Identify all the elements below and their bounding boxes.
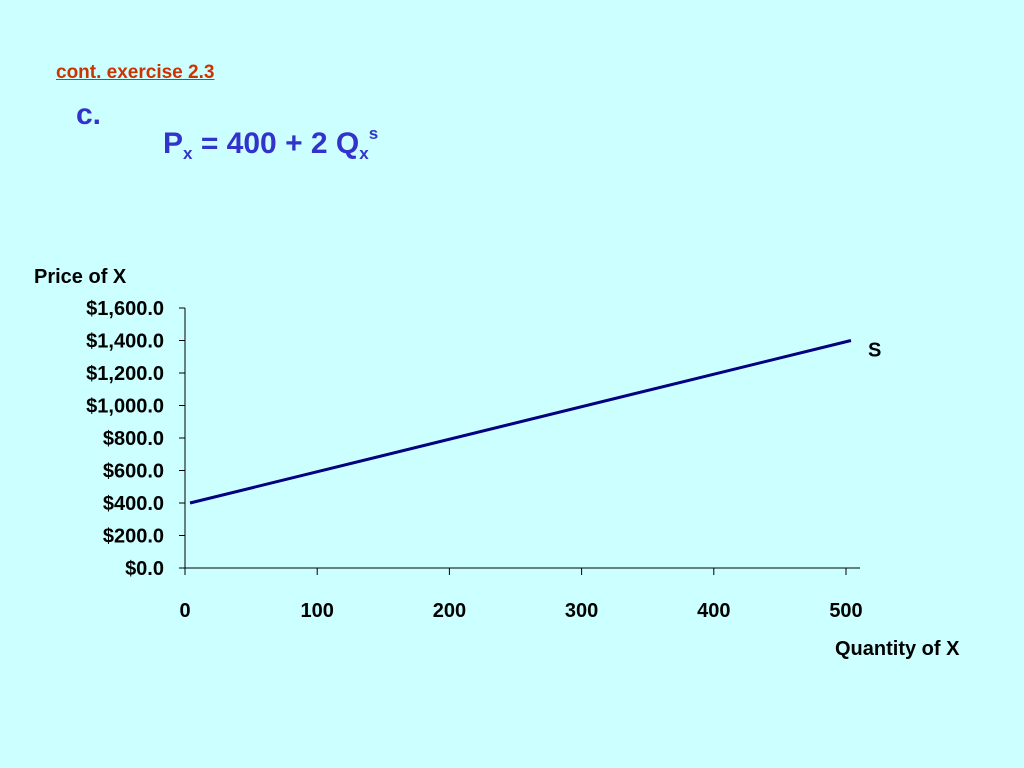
slide-subtitle: cont. exercise 2.3 xyxy=(56,62,215,83)
equation-lhs-subscript: x xyxy=(183,144,193,163)
supply-line-label: S xyxy=(868,340,881,362)
x-tick-label: 200 xyxy=(433,600,466,622)
supply-equation: Px = 400 + 2 Qxs xyxy=(163,124,378,164)
equation-lhs: P xyxy=(163,127,184,160)
x-tick-label: 400 xyxy=(697,600,730,622)
y-tick-label: $600.0 xyxy=(103,461,164,483)
y-tick-label: $1,600.0 xyxy=(86,298,164,320)
x-tick-label: 300 xyxy=(565,600,598,622)
y-ticks: $0.0 $200.0 $400.0 $600.0 $800.0 $1,000.0 $1,2… xyxy=(86,298,185,580)
x-tick-label: 0 xyxy=(179,600,190,622)
equation-rhs-subscript: x xyxy=(359,144,369,163)
y-tick-label: $400.0 xyxy=(103,493,164,515)
y-tick-label: $1,000.0 xyxy=(86,396,164,418)
y-axis-label: Price of X xyxy=(34,266,127,288)
y-tick-label: $1,200.0 xyxy=(86,363,164,385)
series-lines: S xyxy=(189,339,881,505)
x-tick-label: 500 xyxy=(829,600,862,622)
x-tick-label: 100 xyxy=(301,600,334,622)
axes xyxy=(184,308,860,569)
y-tick-label: $1,400.0 xyxy=(86,331,164,353)
y-tick-label: $800.0 xyxy=(103,428,164,450)
equation-middle: = 400 + 2 Q xyxy=(192,127,360,160)
y-tick-label: $0.0 xyxy=(125,558,164,580)
part-label: c. xyxy=(76,98,102,131)
equation-rhs-superscript: s xyxy=(368,124,379,143)
y-tick-label: $200.0 xyxy=(103,526,164,548)
x-ticks: 0 100 200 300 400 500 xyxy=(179,568,863,622)
x-axis-label: Quantity of X xyxy=(835,638,960,660)
supply-line xyxy=(189,339,852,505)
